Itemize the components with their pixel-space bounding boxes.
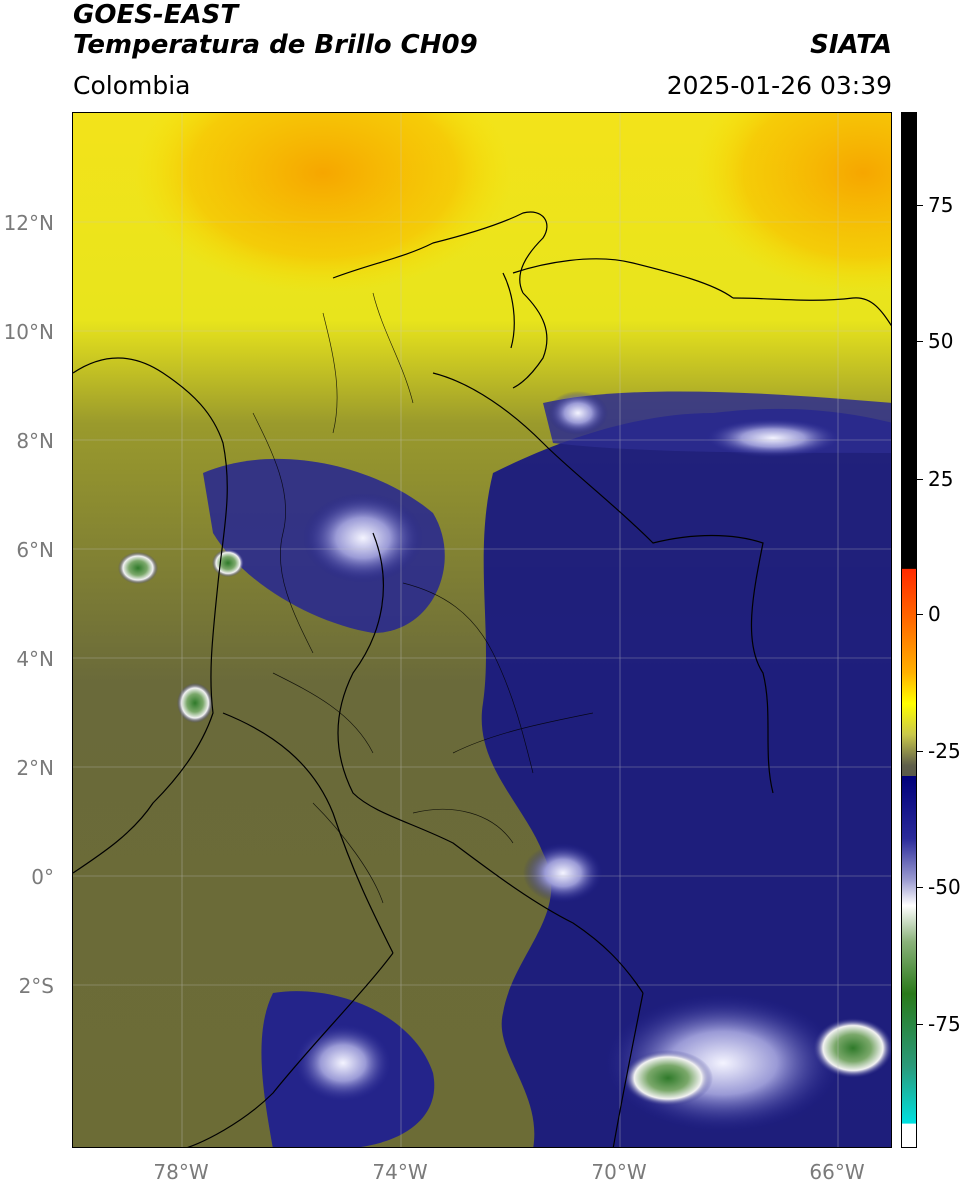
lat-label-0: 0° xyxy=(31,865,54,889)
timestamp-label: 2025-01-26 03:39 xyxy=(666,71,892,100)
colorbar-tick-0 xyxy=(917,614,923,615)
country-borders xyxy=(73,211,891,1147)
lon-label-66w: 66°W xyxy=(809,1160,865,1184)
lat-label-2s: 2°S xyxy=(18,974,54,998)
credit-label: SIATA xyxy=(810,30,892,60)
lat-label-4n: 4°N xyxy=(16,647,54,671)
convective-core-3 xyxy=(703,418,843,458)
colorbar-tick-75 xyxy=(917,205,923,206)
colorbar-label-neg75: -75 xyxy=(928,1012,961,1036)
cold-cloud-field xyxy=(481,408,891,1147)
colorbar-tick-neg75 xyxy=(917,1024,923,1025)
lat-label-8n: 8°N xyxy=(16,429,54,453)
colorbar-label-neg50: -50 xyxy=(928,875,961,899)
colorbar-label-75: 75 xyxy=(928,193,954,217)
satellite-title: GOES-EAST xyxy=(73,0,239,30)
colorbar-label-25: 25 xyxy=(928,467,954,491)
department-borders xyxy=(252,292,594,904)
colorbar-tick-25 xyxy=(917,479,923,480)
lat-label-10n: 10°N xyxy=(3,320,54,344)
colorbar-label-0: 0 xyxy=(928,602,941,626)
lat-label-6n: 6°N xyxy=(16,538,54,562)
lat-label-2n: 2°N xyxy=(16,756,54,780)
lon-label-70w: 70°W xyxy=(591,1160,647,1184)
temperature-colorbar xyxy=(901,112,917,1148)
convective-core-2 xyxy=(548,391,608,435)
lat-label-12n: 12°N xyxy=(3,211,54,235)
convective-core-1 xyxy=(303,493,423,583)
lon-label-78w: 78°W xyxy=(153,1160,209,1184)
warm-region-east xyxy=(693,113,891,293)
region-label: Colombia xyxy=(73,71,191,100)
product-title: Temperatura de Brillo CH09 xyxy=(73,30,478,60)
brightness-temperature-map xyxy=(73,113,891,1147)
cold-top-pacific-2 xyxy=(212,549,244,577)
convective-core-6 xyxy=(523,843,603,903)
colorbar-tick-50 xyxy=(917,341,923,342)
colorbar-tick-neg50 xyxy=(917,887,923,888)
colorbar-label-neg25: -25 xyxy=(928,739,961,763)
warm-region-west xyxy=(133,113,513,293)
cold-top-pacific-1 xyxy=(118,552,158,584)
colorbar-tick-neg25 xyxy=(917,751,923,752)
cold-top-amazon-1 xyxy=(623,1050,713,1106)
colorbar-label-50: 50 xyxy=(928,329,954,353)
map-panel[interactable] xyxy=(72,112,892,1148)
cold-top-pacific-3 xyxy=(177,683,213,723)
convective-core-5 xyxy=(293,1023,393,1103)
cold-top-amazon-2 xyxy=(813,1018,891,1078)
lon-label-74w: 74°W xyxy=(372,1160,428,1184)
